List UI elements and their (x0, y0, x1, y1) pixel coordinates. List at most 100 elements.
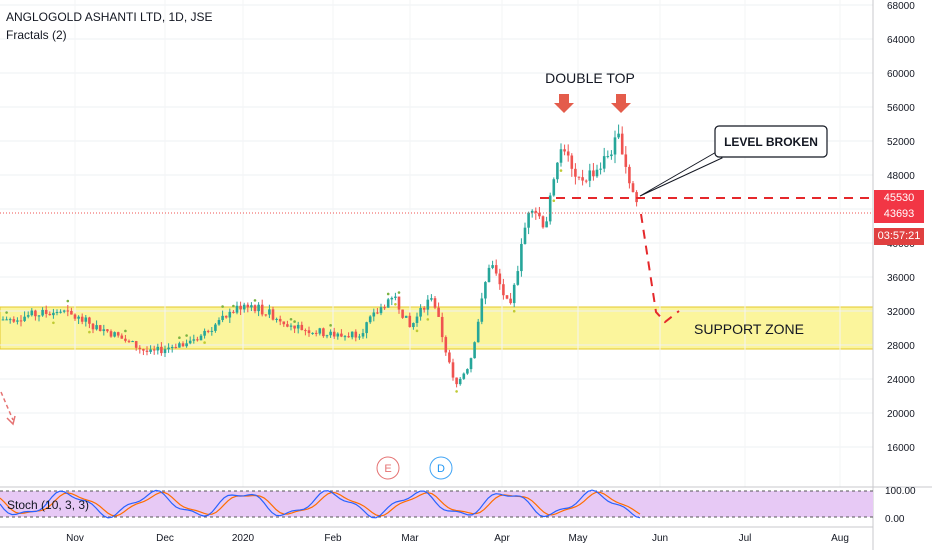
candle-body (91, 323, 95, 330)
candle-body (588, 170, 592, 181)
candle-body (620, 133, 624, 155)
candle-body (52, 312, 55, 316)
earnings-marker[interactable] (376, 456, 400, 480)
left-projection-arrowhead (6, 415, 16, 426)
candle-body (98, 325, 102, 332)
candle-body (484, 282, 487, 299)
time-tick-label: Jul (739, 533, 752, 544)
candle-body (466, 369, 469, 374)
candle-body (340, 333, 343, 337)
fractal-dot (5, 311, 8, 314)
fractal-dot (124, 329, 127, 333)
candle-body (599, 168, 602, 170)
fractal-markers (5, 169, 563, 393)
candle-body (26, 315, 30, 317)
candle-body (163, 349, 167, 354)
candle-body (451, 362, 455, 378)
candle-body (592, 170, 595, 177)
candle-body (1, 319, 5, 321)
fractal-dot (512, 309, 516, 313)
double-top-arrow-2 (611, 94, 631, 113)
fractal-dot (203, 341, 206, 344)
candle-body (124, 338, 127, 341)
candle-body (516, 271, 520, 285)
fractal-dot (66, 299, 70, 303)
candle-body (372, 312, 376, 317)
candle-body (440, 316, 444, 338)
candle-body (624, 154, 628, 167)
candle-body (37, 315, 41, 317)
candle-body (343, 336, 347, 338)
time-tick-label: Feb (324, 533, 342, 544)
candle-body (390, 297, 394, 300)
fractal-dot (293, 320, 296, 323)
time-tick-label: May (569, 533, 588, 544)
stoch-tick-100: 100.00 (885, 486, 916, 497)
time-axis-labels: Nov Dec 2020 Feb Mar Apr May Jun Jul Aug (66, 533, 849, 544)
candle-body (19, 320, 23, 322)
fractal-dot (52, 321, 55, 325)
time-tick-label: Jun (652, 533, 668, 544)
support-zone-band (0, 306, 874, 350)
stoch-lines (0, 489, 641, 519)
candle-body (538, 212, 541, 217)
price-tick-label: 36000 (887, 273, 915, 284)
candle-body (214, 324, 217, 331)
candle-body (581, 177, 584, 181)
candle-body (491, 265, 494, 268)
candle-body (498, 273, 502, 285)
symbol-title[interactable]: ANGLOGOLD ASHANTI LTD, 1D, JSE (6, 10, 213, 24)
candle-body (224, 315, 228, 318)
price-tick-label: 56000 (887, 103, 915, 114)
candle-body (5, 319, 8, 321)
candle-body (170, 347, 174, 349)
candle-body (260, 304, 264, 315)
fractal-dot (232, 304, 235, 308)
candle-body (178, 343, 181, 348)
candle-body (167, 347, 170, 350)
candle-body (275, 318, 278, 320)
candle-body (595, 169, 599, 177)
candle-body (300, 324, 304, 331)
stoch-label: Stoch (10, 3, 3) (7, 498, 89, 512)
candle-body (548, 195, 552, 222)
candle-body (361, 333, 365, 337)
candle-body (106, 329, 109, 332)
time-tick-label: 2020 (232, 533, 255, 544)
candle-body (102, 329, 106, 332)
candle-body (494, 265, 498, 274)
candle-body (88, 317, 91, 324)
dividend-marker[interactable] (429, 456, 453, 480)
fractal-dot (289, 317, 293, 321)
indicator-label[interactable]: Fractals (2) (6, 28, 67, 42)
candle-body (628, 166, 631, 184)
candle-body (574, 168, 577, 177)
candle-body (41, 309, 44, 316)
stoch-k-line (0, 489, 641, 519)
candle-body (206, 330, 210, 332)
candle-body (368, 316, 372, 323)
candle-body (397, 296, 401, 310)
candle-body (566, 151, 570, 156)
candle-body (228, 311, 232, 318)
candle-body (419, 307, 422, 317)
candle-body (530, 210, 534, 213)
candle-body (232, 311, 235, 313)
candle-body (577, 176, 581, 178)
candle-body (347, 336, 350, 338)
double-top-arrow-1 (554, 94, 574, 113)
candle-body (127, 340, 131, 342)
fractal-dot (386, 292, 390, 296)
time-tick-label: Apr (494, 533, 510, 544)
candle-body (509, 298, 512, 304)
candle-body (541, 216, 545, 228)
candle-body (376, 312, 379, 314)
candle-body (563, 149, 566, 152)
candle-body (325, 335, 329, 337)
candle-body (34, 310, 37, 317)
candle-body (613, 137, 617, 155)
candle-body (505, 295, 509, 299)
candle-body (354, 331, 358, 338)
candle-body (311, 332, 314, 334)
